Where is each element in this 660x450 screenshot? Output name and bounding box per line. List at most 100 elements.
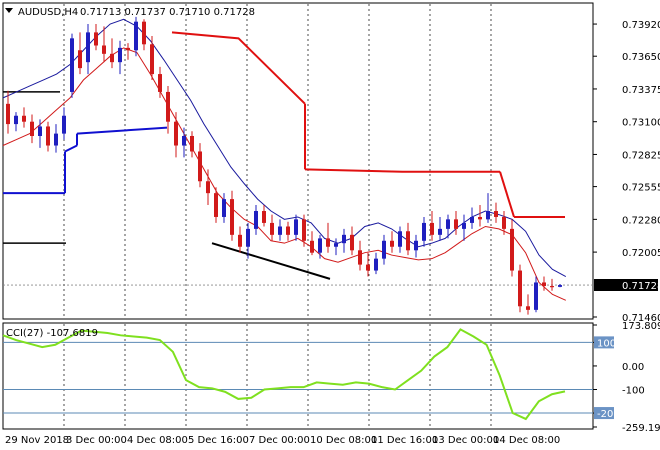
envelope-lower-line — [2, 47, 567, 301]
candle-body — [374, 258, 378, 271]
cci-level-tag — [594, 407, 614, 420]
time-tick-label: 14 Dec 08:00 — [493, 435, 560, 446]
candle-body — [494, 211, 498, 217]
price-tick-label: 0.72555 — [622, 183, 660, 194]
cci-axis: 173.8092 100 0.00 -100 -200-259.196 — [593, 321, 660, 434]
price-tick-label: 0.73920 — [622, 20, 660, 31]
stop-level-red — [499, 171, 515, 218]
time-tick-label: 7 Dec 00:00 — [249, 435, 310, 446]
time-tick-label: 29 Nov 2018 — [5, 435, 69, 446]
candle-body — [78, 50, 82, 69]
candle-body — [518, 270, 522, 307]
candle-body — [182, 135, 186, 146]
candle-body — [278, 226, 282, 235]
candle-body — [310, 240, 314, 253]
cci-line — [2, 328, 566, 421]
price-axis: 0.73920 0.73650 0.73375 0.73100 0.72825 0.725… — [593, 20, 660, 324]
candle-body — [454, 219, 458, 229]
candle-body — [38, 126, 42, 136]
candle-body — [198, 151, 202, 182]
candle-body — [142, 21, 146, 45]
candle-body — [62, 115, 66, 134]
candle-body — [214, 193, 218, 217]
price-tick-label: 0.73375 — [622, 85, 660, 96]
candle-body — [358, 250, 362, 265]
candle-body — [238, 234, 242, 247]
candle-body — [382, 240, 386, 259]
candle-body — [510, 228, 514, 271]
candle-body — [462, 222, 466, 229]
candle-body — [14, 115, 18, 125]
candle-body — [70, 38, 74, 92]
cci-tick-label: -100 — [622, 385, 645, 396]
candle-body — [294, 219, 298, 235]
candle-body — [542, 282, 546, 287]
candle-body — [550, 286, 554, 288]
candle-body — [110, 53, 114, 63]
price-tick-label: 0.71460 — [622, 313, 660, 324]
candle-body — [302, 219, 306, 241]
candle-body — [558, 285, 562, 287]
candle-body — [54, 133, 58, 146]
candle-body — [262, 211, 266, 223]
cci-level-tag-label: 100 — [597, 338, 616, 349]
candle-body — [534, 282, 538, 310]
candle-body — [158, 74, 162, 92]
candle-body — [246, 228, 250, 247]
stop-level-blue — [64, 144, 78, 153]
candle-body — [118, 47, 122, 63]
candle-body — [286, 226, 290, 235]
candle-body — [230, 199, 234, 235]
time-tick-label: 4 Dec 08:00 — [127, 435, 188, 446]
candle-body — [350, 234, 354, 251]
price-pane[interactable] — [2, 2, 594, 320]
cci-pane[interactable] — [2, 322, 594, 430]
time-tick-label: 3 Dec 00:00 — [66, 435, 127, 446]
cci-level-tag-label: -200 — [597, 409, 620, 420]
candle-body — [406, 231, 410, 251]
stop-level-red — [304, 168, 500, 173]
candle-body — [126, 47, 130, 51]
candle-body — [438, 228, 442, 235]
candle-body — [430, 222, 434, 235]
price-tick-label: 0.73650 — [622, 52, 660, 63]
price-tick-label: 0.72280 — [622, 215, 660, 226]
cci-label: CCI(27) -107.6819 — [6, 328, 98, 339]
cci-tick-label: -259.196 — [622, 423, 660, 434]
candle-body — [318, 238, 322, 253]
candle-body — [334, 243, 338, 247]
candle-body — [222, 199, 226, 217]
candle-body — [30, 121, 34, 136]
candle-body — [446, 219, 450, 229]
candles — [6, 16, 562, 315]
current-price-tag — [594, 279, 658, 291]
time-tick-label: 10 Dec 08:00 — [310, 435, 377, 446]
symbol-timeframe: AUDUSD,H4 — [18, 7, 78, 18]
price-tick-label: 0.72825 — [622, 150, 660, 161]
candle-body — [398, 231, 402, 247]
candle-body — [422, 222, 426, 241]
time-tick-label: 11 Dec 16:00 — [371, 435, 438, 446]
indicator-lines — [2, 18, 567, 301]
candle-body — [102, 45, 106, 54]
candle-body — [94, 32, 98, 46]
candle-body — [22, 115, 26, 122]
candle-body — [6, 103, 10, 125]
candle-body — [270, 222, 274, 235]
candle-body — [342, 234, 346, 244]
triangle-down-icon[interactable] — [5, 8, 13, 13]
cci-tick-label: 0.00 — [622, 362, 644, 373]
trendline — [211, 242, 331, 280]
candle-body — [486, 211, 490, 220]
stop-level-red — [171, 31, 306, 105]
time-tick-label: 5 Dec 16:00 — [188, 435, 249, 446]
candle-body — [502, 216, 506, 229]
candle-body — [326, 238, 330, 247]
candle-body — [478, 216, 482, 220]
candle-body — [134, 21, 138, 51]
candle-body — [414, 240, 418, 251]
candle-body — [150, 44, 154, 75]
cci-tick-label: 173.8092 — [622, 321, 660, 332]
candle-body — [166, 91, 170, 122]
